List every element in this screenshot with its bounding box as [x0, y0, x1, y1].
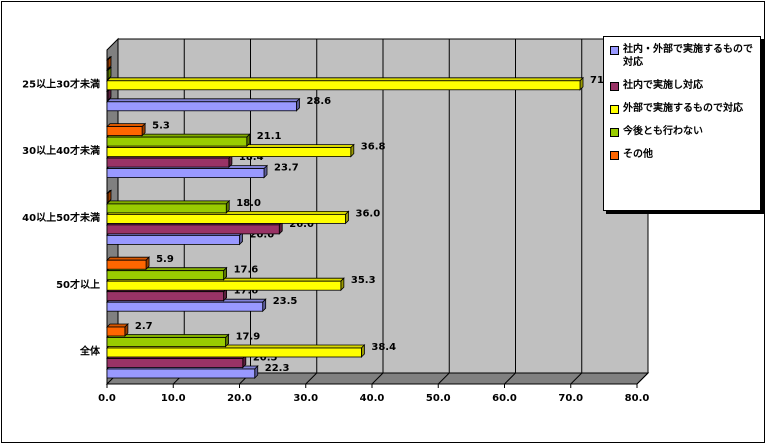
gridline-floor	[570, 372, 583, 385]
legend-swatch	[610, 46, 619, 55]
y-category-label: 25以上30才未満	[22, 77, 100, 90]
bar	[106, 358, 244, 368]
data-label: 17.6	[234, 265, 259, 276]
x-tick-label: 60.0	[492, 393, 517, 404]
gridline-floor	[636, 372, 649, 385]
bar	[106, 224, 280, 235]
bar	[106, 347, 362, 358]
legend-item: その他	[610, 148, 756, 161]
bar	[106, 291, 224, 302]
bar-top	[106, 123, 147, 127]
bar	[106, 368, 256, 379]
legend-item: 社内・外部で実施するもので対応	[610, 43, 756, 69]
x-tick-label: 10.0	[161, 393, 186, 404]
bar	[106, 157, 230, 168]
bar	[106, 234, 240, 245]
bar	[106, 280, 342, 291]
x-tick-label: 20.0	[227, 393, 252, 404]
x-tick-label: 50.0	[426, 393, 451, 404]
bar	[106, 337, 226, 347]
x-tick-label: 70.0	[558, 393, 583, 404]
bar	[106, 126, 143, 136]
bar	[106, 213, 346, 224]
data-label: 5.3	[152, 121, 170, 132]
data-label: 23.7	[274, 163, 299, 174]
data-label: 35.3	[351, 275, 376, 286]
legend-swatch	[610, 151, 619, 160]
bar	[106, 192, 109, 203]
legend-swatch	[610, 105, 619, 114]
data-label: 2.7	[135, 321, 153, 332]
bar-top	[106, 98, 301, 103]
bar	[106, 90, 109, 101]
data-label: 17.6	[234, 286, 259, 297]
y-category-label: 40以上50才未満	[22, 211, 100, 224]
bar	[106, 270, 224, 281]
data-label: 23.5	[273, 296, 298, 307]
legend-swatch	[610, 82, 619, 91]
legend-label: 今後とも行わない	[623, 126, 703, 137]
y-category-label: 30以上40才未満	[22, 144, 100, 157]
bar-top	[106, 77, 584, 82]
bar-top	[106, 200, 231, 205]
bar	[106, 326, 126, 337]
legend-label: 社内・外部で実施するもので対応	[623, 44, 753, 68]
bar	[106, 168, 265, 179]
legend-label: その他	[623, 149, 653, 160]
legend-label: 社内で実施し対応	[623, 80, 703, 91]
x-tick-label: 0.0	[98, 393, 116, 404]
y-category-label: 全体	[79, 345, 101, 358]
data-label: 5.9	[156, 254, 174, 265]
data-label: 17.9	[236, 332, 261, 343]
data-label: 38.4	[371, 342, 396, 353]
bar	[106, 69, 109, 80]
data-label: 36.0	[356, 208, 381, 219]
data-label: 22.3	[265, 363, 290, 374]
bar	[106, 59, 109, 70]
bar	[106, 259, 147, 270]
legend-item: 外部で実施するもので対応	[610, 102, 756, 115]
data-label: 18.0	[236, 198, 261, 209]
data-label: 36.8	[361, 142, 386, 153]
data-label: 18.4	[239, 152, 264, 163]
bar	[106, 301, 264, 312]
legend: 社内・外部で実施するもので対応社内で実施し対応外部で実施するもので対応 今後とも行…	[603, 36, 761, 211]
gridline-floor	[437, 372, 450, 385]
bar	[106, 147, 352, 158]
legend-item: 今後とも行わない	[610, 125, 756, 138]
bar	[106, 101, 297, 112]
gridline-floor	[371, 372, 384, 385]
data-label: 20.5	[253, 353, 278, 364]
gridline-floor	[305, 372, 318, 385]
bar	[106, 203, 227, 214]
data-label: 21.1	[257, 131, 282, 142]
x-tick-label: 40.0	[360, 393, 385, 404]
gridline-floor	[504, 372, 516, 385]
y-category-label: 50才以上	[56, 278, 100, 291]
data-label: 20.0	[250, 229, 275, 240]
bar	[106, 136, 248, 147]
legend-item: 社内で実施し対応	[610, 79, 756, 92]
data-label: 71.4	[590, 75, 615, 86]
bar	[106, 80, 581, 91]
bar-top	[106, 256, 151, 261]
legend-label: 外部で実施するもので対応	[623, 103, 743, 114]
data-label: 28.6	[306, 96, 331, 107]
bar-top	[106, 323, 129, 328]
data-label: 26.0	[289, 219, 314, 230]
legend-swatch	[610, 128, 619, 137]
x-tick-label: 30.0	[293, 393, 318, 404]
x-tick-label: 80.0	[625, 393, 650, 404]
